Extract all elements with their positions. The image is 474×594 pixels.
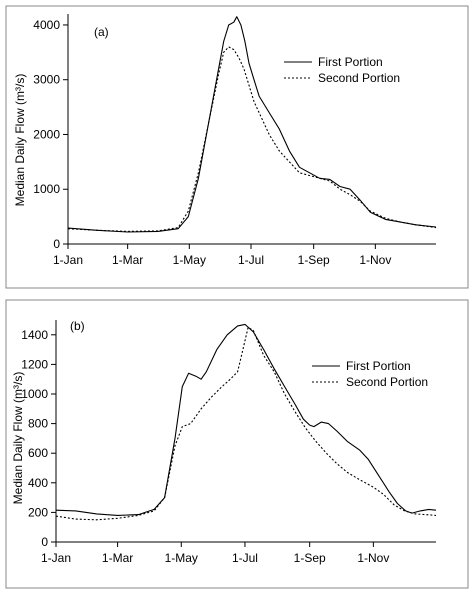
panel-b-y-tick-label: 0 <box>41 535 48 549</box>
panel-b-legend-label: Second Portion <box>346 375 428 389</box>
panel-b-frame <box>5 299 469 589</box>
panel-b: Median Daily Flow (m³/s) (b) 0 200 400 600 8… <box>5 299 469 589</box>
panel-a-series <box>67 16 437 233</box>
panel-b-y-tick-label: 1200 <box>21 357 48 371</box>
panel-a-x-tick-label: 1-Jul <box>238 253 264 267</box>
panel-a-series-second-portion <box>67 46 437 232</box>
panel-b-y-tick-label: 1400 <box>21 328 48 342</box>
panel-b-legend-label: First Portion <box>346 359 411 373</box>
panel-b-y-tick-label: 1000 <box>21 387 48 401</box>
panel-a-axes: 0 1000 2000 3000 4000 1-Jan 1-Mar 1-May 1-Jul 1-S… <box>33 14 436 267</box>
panel-b-y-tick-label: 800 <box>28 417 48 431</box>
panel-a-x-tick-label: 1-Jan <box>53 253 83 267</box>
panel-b-legend: First Portion Second Portion <box>312 359 428 389</box>
panel-b-x-tick-label: 1-Mar <box>102 551 133 565</box>
panel-a-x-tick-label: 1-Nov <box>359 253 391 267</box>
panel-a-y-tick-label: 0 <box>53 237 60 251</box>
panel-b-y-axis-label: Median Daily Flow (m³/s) <box>11 372 25 505</box>
panel-a-y-axis-label: Median Daily Flow (m³/s) <box>13 74 27 207</box>
panel-b-series <box>55 323 437 521</box>
panel-b-x-tick-label: 1-Nov <box>357 551 389 565</box>
panel-a-y-tick-label: 2000 <box>33 127 60 141</box>
panel-b-label: (b) <box>70 319 85 333</box>
panel-b-y-tick-label: 200 <box>28 505 48 519</box>
panel-a-y-tick-label: 4000 <box>33 18 60 32</box>
panel-a-x-tick-label: 1-Sep <box>298 253 330 267</box>
panel-a-label: (a) <box>94 25 109 39</box>
panel-a-x-tick-label: 1-Mar <box>112 253 143 267</box>
panel-a: Median Daily Flow (m³/s) (a) 0 1000 2000 30… <box>5 5 469 289</box>
panel-a-y-tick-label: 3000 <box>33 73 60 87</box>
panel-b-y-tick-label: 600 <box>28 446 48 460</box>
panel-a-y-tick-label: 1000 <box>33 182 60 196</box>
panel-a-legend: First Portion Second Portion <box>284 55 400 85</box>
panel-b-series-second-portion <box>55 326 437 521</box>
panel-b-x-tick-label: 1-Jul <box>232 551 258 565</box>
panel-b-x-tick-label: 1-Sep <box>294 551 326 565</box>
panel-b-x-tick-label: 1-May <box>165 551 198 565</box>
panel-b-x-tick-label: 1-Jan <box>41 551 71 565</box>
panel-a-frame <box>5 5 469 289</box>
panel-a-legend-label: First Portion <box>318 55 383 69</box>
panel-b-axes: 0 200 400 600 800 1000 1200 1400 1-Jan 1-Mar 1-May… <box>21 320 436 565</box>
panel-a-series-first-portion <box>67 16 437 233</box>
panel-b-series-first-portion <box>55 323 437 516</box>
panel-a-legend-label: Second Portion <box>318 71 400 85</box>
panel-b-y-tick-label: 400 <box>28 476 48 490</box>
panel-a-x-tick-label: 1-May <box>173 253 206 267</box>
